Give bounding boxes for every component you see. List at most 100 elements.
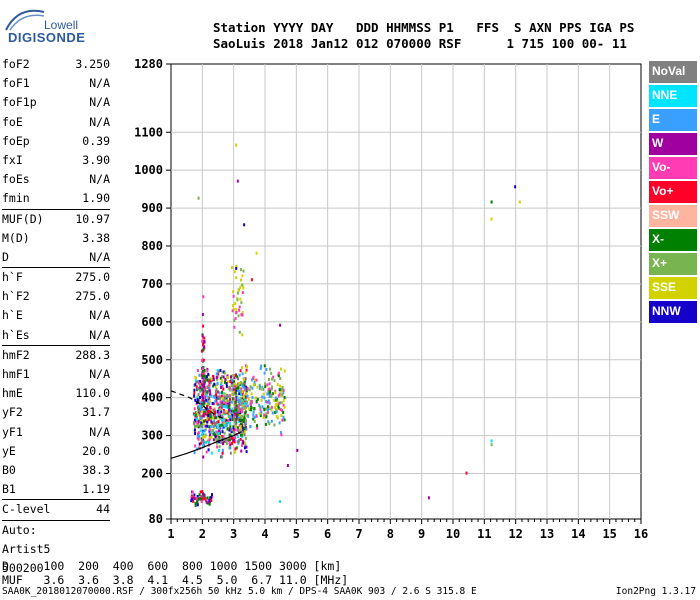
param-value: 10.97 bbox=[75, 211, 110, 226]
echo-point bbox=[249, 399, 252, 403]
echo-point bbox=[222, 403, 225, 407]
echo-point bbox=[194, 444, 197, 448]
echo-point bbox=[266, 411, 269, 415]
echo-point bbox=[223, 410, 226, 414]
echo-point bbox=[209, 417, 212, 421]
echo-point bbox=[240, 390, 243, 394]
echo-point bbox=[258, 403, 261, 407]
echo-point bbox=[234, 397, 237, 401]
echo-point bbox=[208, 438, 211, 442]
echo-point bbox=[190, 499, 193, 503]
echo-point bbox=[239, 285, 242, 289]
echo-point bbox=[241, 410, 244, 414]
echo-point bbox=[220, 406, 223, 410]
echo-point bbox=[226, 402, 229, 406]
echo-point bbox=[209, 392, 212, 396]
echo-point bbox=[202, 444, 204, 448]
echo-point bbox=[279, 323, 282, 327]
echo-point bbox=[222, 435, 225, 439]
echo-point bbox=[216, 430, 218, 434]
echo-point bbox=[245, 450, 248, 454]
echo-point bbox=[212, 410, 215, 414]
echo-point bbox=[252, 383, 255, 387]
echo-point bbox=[206, 400, 209, 404]
echo-point bbox=[206, 412, 208, 416]
logo-digisonde-text: DIGISONDE bbox=[8, 30, 86, 45]
param-value: N/A bbox=[89, 424, 110, 439]
echo-point bbox=[213, 426, 216, 429]
echo-point bbox=[260, 410, 263, 414]
echo-point bbox=[248, 388, 251, 392]
echo-point bbox=[220, 379, 223, 382]
echo-point bbox=[193, 394, 196, 398]
echo-point bbox=[260, 398, 263, 402]
echo-point bbox=[212, 378, 215, 382]
echo-point bbox=[194, 503, 197, 507]
echo-point bbox=[223, 395, 226, 399]
echo-point bbox=[222, 405, 225, 409]
echo-point bbox=[213, 416, 216, 420]
echo-point bbox=[197, 381, 200, 385]
echo-point bbox=[249, 404, 252, 408]
echo-point bbox=[221, 385, 224, 388]
echo-point bbox=[216, 421, 219, 424]
echo-point bbox=[210, 451, 213, 455]
echo-point bbox=[199, 396, 201, 399]
echo-point bbox=[236, 396, 239, 400]
param-value: N/A bbox=[89, 327, 110, 342]
echo-point bbox=[205, 390, 208, 394]
echo-point bbox=[229, 415, 232, 418]
echo-point bbox=[193, 428, 196, 432]
echo-point bbox=[241, 333, 244, 337]
echo-point bbox=[213, 413, 216, 417]
echo-point bbox=[193, 388, 196, 392]
param-row: foEp 0.39 bbox=[2, 132, 110, 151]
echo-point bbox=[243, 424, 246, 427]
echo-point bbox=[236, 298, 239, 302]
echo-point bbox=[231, 397, 234, 401]
echo-point bbox=[220, 440, 223, 444]
echo-point bbox=[210, 499, 213, 502]
echo-point bbox=[490, 200, 493, 204]
echo-point bbox=[226, 380, 229, 384]
echo-point bbox=[238, 407, 241, 411]
echo-point bbox=[210, 380, 213, 384]
echo-point bbox=[275, 403, 278, 406]
echo-point bbox=[217, 395, 220, 399]
param-row: hmF1 N/A bbox=[2, 365, 110, 384]
echo-point bbox=[231, 392, 233, 396]
x-tick-label: 6 bbox=[324, 527, 331, 541]
echo-point bbox=[279, 431, 282, 434]
echo-point bbox=[194, 432, 197, 435]
echo-point bbox=[274, 391, 277, 395]
param-row: fxI 3.90 bbox=[2, 151, 110, 170]
param-label: h`E bbox=[2, 308, 23, 323]
echo-point bbox=[255, 399, 258, 403]
echo-point bbox=[205, 498, 208, 502]
echo-point bbox=[244, 437, 247, 441]
x-tick-label: 2 bbox=[199, 527, 206, 541]
echo-point bbox=[273, 379, 276, 383]
echo-point bbox=[231, 378, 234, 382]
echo-point bbox=[234, 428, 237, 432]
echo-point bbox=[204, 433, 207, 437]
y-tick-label: 200 bbox=[141, 467, 163, 481]
echo-point bbox=[514, 185, 517, 189]
echo-point bbox=[224, 377, 227, 381]
echo-point bbox=[263, 364, 266, 368]
echo-point bbox=[283, 418, 286, 422]
echo-point bbox=[232, 426, 235, 430]
echo-point bbox=[194, 415, 197, 419]
echo-point bbox=[213, 408, 216, 412]
echo-point bbox=[268, 387, 271, 391]
echo-point bbox=[241, 439, 244, 443]
echo-point bbox=[280, 414, 283, 417]
echo-point bbox=[281, 418, 284, 422]
echo-point bbox=[202, 441, 205, 445]
echo-point bbox=[238, 386, 241, 390]
echo-point bbox=[193, 421, 196, 424]
echo-point bbox=[203, 340, 206, 344]
echo-point bbox=[198, 404, 201, 408]
echo-point bbox=[264, 400, 267, 403]
echo-point bbox=[229, 446, 232, 450]
